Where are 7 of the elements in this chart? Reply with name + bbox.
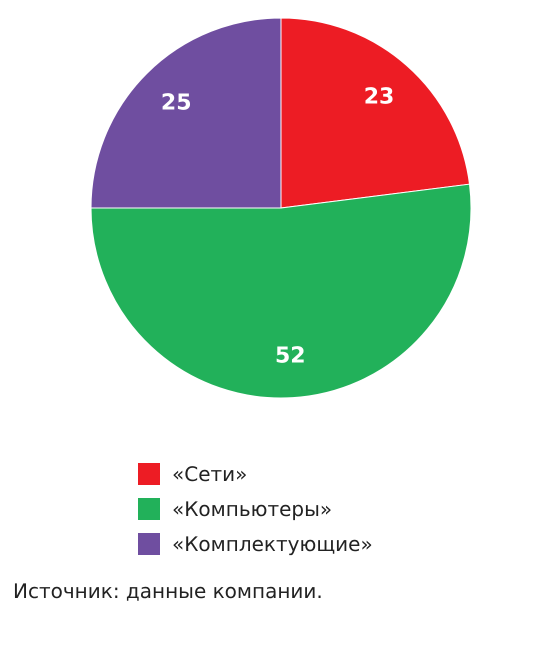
data-label: 23 <box>364 84 394 110</box>
legend-label: «Компьютеры» <box>172 497 332 521</box>
legend-label: «Сети» <box>172 462 248 486</box>
data-label: 25 <box>160 90 192 116</box>
text: Источник: данные компании. <box>13 579 323 603</box>
data-label: 52 <box>274 343 306 368</box>
legend-label: «Комплектующие» <box>172 532 373 556</box>
